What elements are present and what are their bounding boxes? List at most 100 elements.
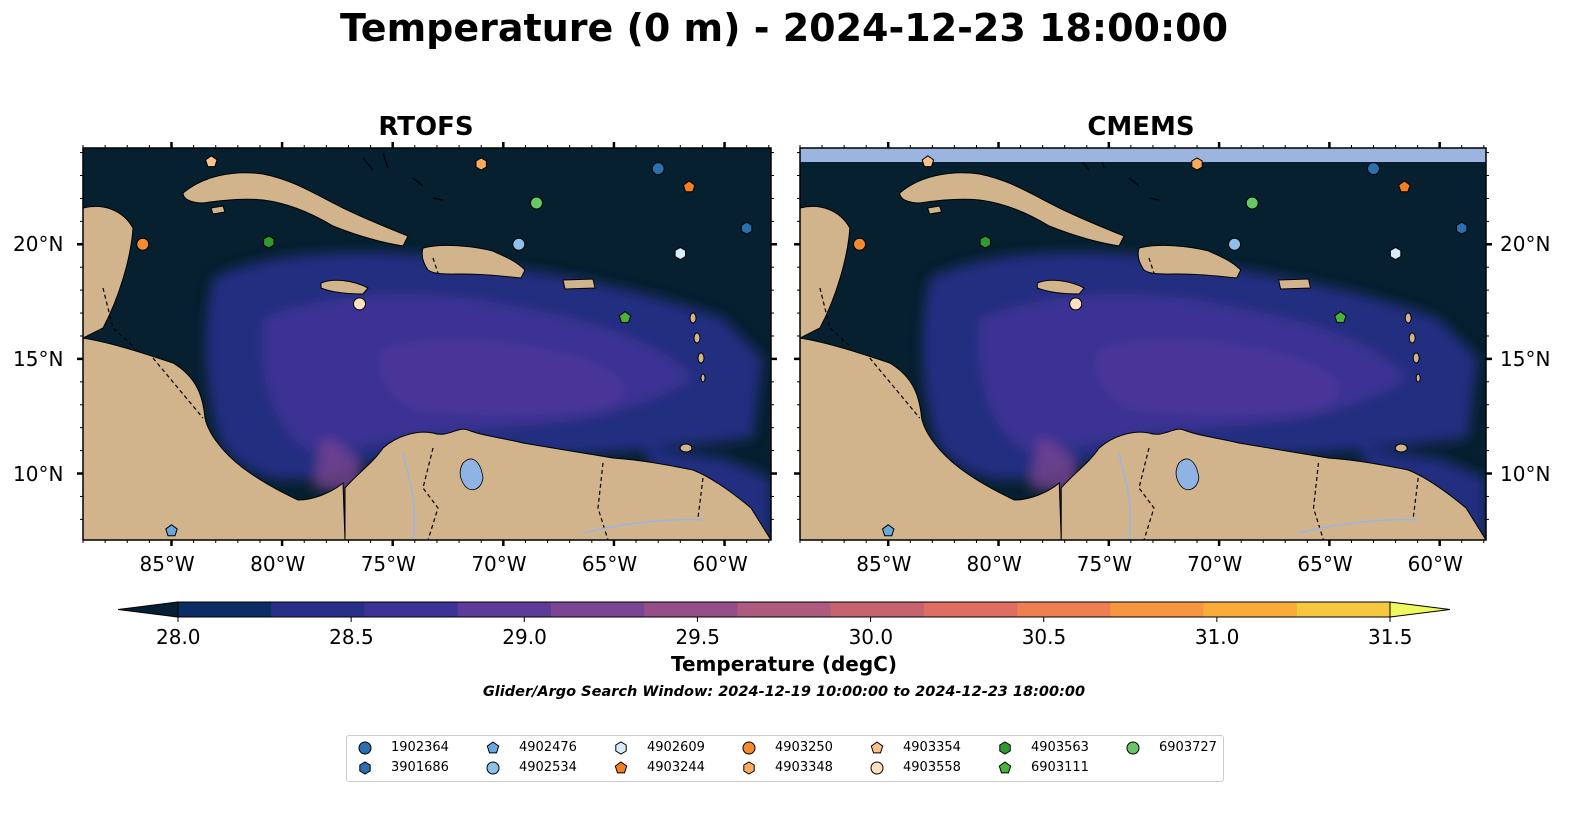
colorbar-tick-label: 30.0 — [848, 625, 894, 649]
legend-marker-icon — [998, 761, 1012, 774]
colorbar-extend-low — [117, 601, 179, 618]
search-window-caption: Glider/Argo Search Window: 2024-12-19 10… — [482, 684, 1086, 700]
float-marker-4902476 — [881, 524, 895, 537]
axis-ticks — [77, 142, 1492, 546]
legend-marker-icon — [870, 761, 884, 775]
colorbar-tick-label: 28.5 — [329, 625, 374, 649]
legend-label: 4903563 — [1031, 740, 1089, 755]
float-marker-3901686 — [1456, 221, 1468, 235]
lon-tick-label: 75°W — [360, 552, 416, 576]
float-marker-6903111 — [1334, 310, 1347, 323]
float-marker-4903348 — [475, 157, 487, 171]
colorbar-segment — [1110, 602, 1205, 617]
float-marker-6903111 — [618, 310, 632, 323]
legend-label: 4903244 — [647, 760, 705, 775]
float-marker-4903354 — [205, 155, 218, 168]
lat-tick-label: 15°N — [1500, 346, 1551, 371]
legend-marker-icon — [870, 741, 884, 754]
float-marker-4903348 — [1191, 157, 1203, 171]
lon-tick-label: 70°W — [1187, 552, 1243, 576]
lon-tick-label: 70°W — [471, 552, 527, 576]
lon-tick-label: 85°W — [139, 552, 195, 576]
float-marker-1902364 — [1367, 162, 1381, 176]
legend-label: 4902609 — [647, 740, 705, 755]
colorbar-outline — [177, 601, 1391, 618]
lon-tick-label: 85°W — [856, 552, 912, 576]
legend-marker-icon — [999, 741, 1011, 755]
float-marker-4903563 — [263, 235, 275, 249]
colorbar-segment — [737, 602, 832, 617]
legend-marker-icon — [614, 761, 628, 774]
legend-label: 4902534 — [519, 760, 577, 775]
legend-marker-icon — [358, 741, 372, 755]
legend-marker-icon — [742, 741, 756, 755]
lat-tick-label: 10°N — [1500, 461, 1551, 486]
legend-label: 4902476 — [519, 740, 577, 755]
colorbar-segment — [1296, 602, 1391, 617]
lat-tick-label: 10°N — [13, 461, 64, 486]
legend-label: 3901686 — [391, 760, 449, 775]
lon-tick-label: 65°W — [581, 552, 638, 576]
float-marker-4902534 — [512, 237, 526, 251]
float-marker-6903727 — [1245, 196, 1259, 210]
float-marker-4903244 — [1398, 180, 1411, 193]
lon-tick-label: 60°W — [1407, 552, 1463, 576]
colorbar-extend-high — [1389, 601, 1451, 618]
float-marker-4902534 — [1228, 237, 1242, 251]
colorbar-tick-label: 31.0 — [1194, 625, 1240, 649]
panel-title-cmems: CMEMS — [1087, 112, 1195, 142]
colorbar-segment — [1203, 602, 1298, 617]
panel-title-rtofs: RTOFS — [378, 112, 474, 142]
legend-label: 4903348 — [775, 760, 833, 775]
legend-label: 4903354 — [903, 740, 961, 755]
legend-marker-icon — [359, 761, 371, 775]
colorbar-segment — [1017, 602, 1111, 617]
legend-label: 6903111 — [1031, 760, 1089, 775]
lat-tick-label: 15°N — [13, 346, 64, 371]
float-marker-4902476 — [165, 524, 178, 537]
colorbar-tick-label: 28.0 — [156, 625, 201, 649]
figure-title: Temperature (0 m) - 2024-12-23 18:00:00 — [339, 6, 1229, 50]
colorbar-tick-label: 31.5 — [1368, 625, 1413, 649]
float-marker-4902609 — [1389, 246, 1402, 261]
lat-tick-label: 20°N — [13, 232, 64, 257]
colorbar-segment — [178, 602, 272, 617]
colorbar-tick-label: 29.5 — [675, 625, 720, 649]
lon-tick-label: 65°W — [1297, 552, 1353, 576]
lon-tick-label: 60°W — [692, 552, 748, 576]
lon-tick-label: 80°W — [966, 552, 1022, 576]
legend: 1902364 3901686 4902476 4902534 4902609 49032… — [346, 735, 1224, 782]
colorbar-tick-label: 30.5 — [1021, 625, 1067, 649]
legend-marker-icon — [615, 741, 627, 755]
colorbar-segment — [644, 602, 738, 617]
float-marker-4902609 — [674, 246, 686, 261]
float-marker-3901686 — [741, 221, 753, 235]
lat-tick-label: 20°N — [1500, 232, 1551, 257]
float-marker-4903354 — [921, 155, 935, 168]
colorbar-tick-label: 29.0 — [502, 625, 547, 649]
colorbar-label: Temperature (degC) — [671, 652, 897, 676]
float-marker-1902364 — [651, 162, 665, 176]
colorbar-segment — [364, 602, 459, 617]
float-marker-4903250 — [853, 237, 867, 251]
lon-tick-label: 80°W — [250, 552, 306, 576]
float-marker-4903558 — [1069, 297, 1083, 311]
legend-marker-icon — [1126, 741, 1140, 755]
colorbar-segment — [457, 602, 552, 617]
legend-label: 4903250 — [775, 740, 833, 755]
colorbar — [117, 601, 1451, 622]
float-marker-4903244 — [682, 180, 696, 193]
legend-label: 1902364 — [391, 740, 449, 755]
float-marker-4903250 — [136, 237, 150, 251]
float-marker-6903727 — [530, 196, 544, 210]
colorbar-segment — [923, 602, 1018, 617]
legend-marker-icon — [486, 761, 500, 775]
legend-label: 6903727 — [1159, 740, 1217, 755]
float-marker-4903558 — [353, 297, 367, 311]
legend-marker-icon — [486, 741, 500, 754]
lon-tick-label: 75°W — [1076, 552, 1133, 576]
float-marker-4903563 — [979, 235, 991, 249]
colorbar-segment — [271, 602, 366, 617]
float-markers — [136, 155, 1468, 537]
